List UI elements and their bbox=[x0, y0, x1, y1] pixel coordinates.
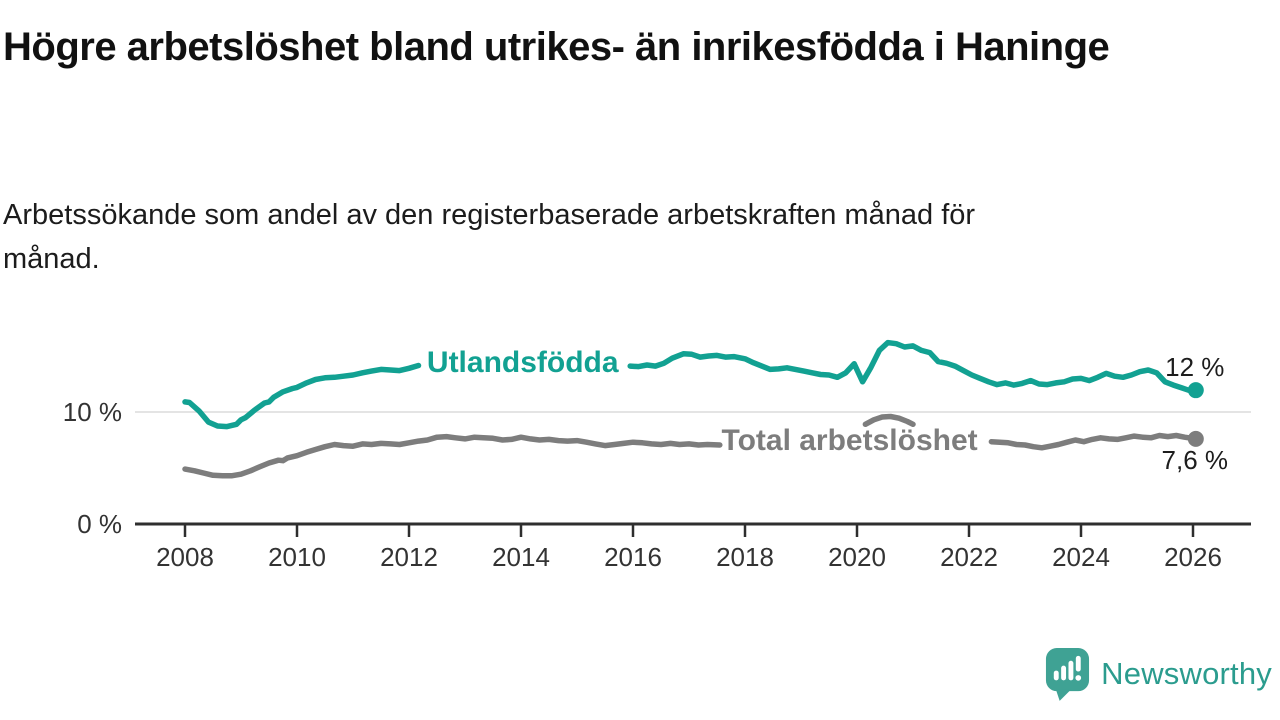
page-title: Högre arbetslöshet bland utrikes- än inr… bbox=[3, 25, 1110, 69]
x-tick-label-2022: 2022 bbox=[940, 542, 998, 572]
x-tick-label-2024: 2024 bbox=[1052, 542, 1110, 572]
end-value-labels: 12 % 7,6 % bbox=[1162, 352, 1229, 475]
x-tick-label-2018: 2018 bbox=[716, 542, 774, 572]
line-total-arbetsl-shet-segment-2 bbox=[862, 413, 916, 428]
y-tick-label-10: 10 % bbox=[63, 397, 122, 427]
x-tick-label-2010: 2010 bbox=[268, 542, 326, 572]
x-tick-label-2026: 2026 bbox=[1164, 542, 1222, 572]
line-total-arbetsl-shet-segment-3 bbox=[988, 432, 1199, 451]
line-total-arbetsl-shet-segment-1 bbox=[182, 433, 723, 479]
y-tick-label-0: 0 % bbox=[77, 509, 122, 539]
x-tick-label-2014: 2014 bbox=[492, 542, 550, 572]
newsworthy-speech-bubble-chart-icon bbox=[1046, 648, 1090, 701]
series-inline-labels: Utlandsfödda Total arbetslöshet bbox=[427, 346, 978, 457]
x-tick-label-2012: 2012 bbox=[380, 542, 438, 572]
newsworthy-wordmark: Newsworthy bbox=[1101, 656, 1272, 691]
x-axis: 2008 2010 2012 2014 2016 2018 2020 2022 2024 2026 bbox=[135, 522, 1251, 572]
x-tick-label-2016: 2016 bbox=[604, 542, 662, 572]
x-tick-label-2020: 2020 bbox=[828, 542, 886, 572]
end-dot-utlandsf-dda bbox=[1187, 382, 1204, 399]
series-lines bbox=[182, 339, 1204, 479]
end-value-label-total-arbetsl-shet: 7,6 % bbox=[1162, 445, 1229, 475]
end-dot-total-arbetsl-shet bbox=[1187, 430, 1204, 447]
chart-subtitle: Arbetssökande som andel av den registerb… bbox=[3, 199, 976, 275]
line-utlandsf-dda-segment-1 bbox=[182, 362, 422, 430]
end-value-label-utlandsf-dda: 12 % bbox=[1165, 352, 1224, 382]
series-label-total-arbetsl-shet: Total arbetslöshet bbox=[721, 424, 977, 457]
newsworthy-logo: Newsworthy bbox=[1044, 646, 1272, 702]
x-tick-label-2008: 2008 bbox=[156, 542, 214, 572]
y-axis: 0 % 10 % bbox=[63, 397, 122, 539]
series-label-utlandsf-dda: Utlandsfödda bbox=[427, 346, 619, 379]
line-utlandsf-dda-segment-2 bbox=[627, 339, 1199, 393]
